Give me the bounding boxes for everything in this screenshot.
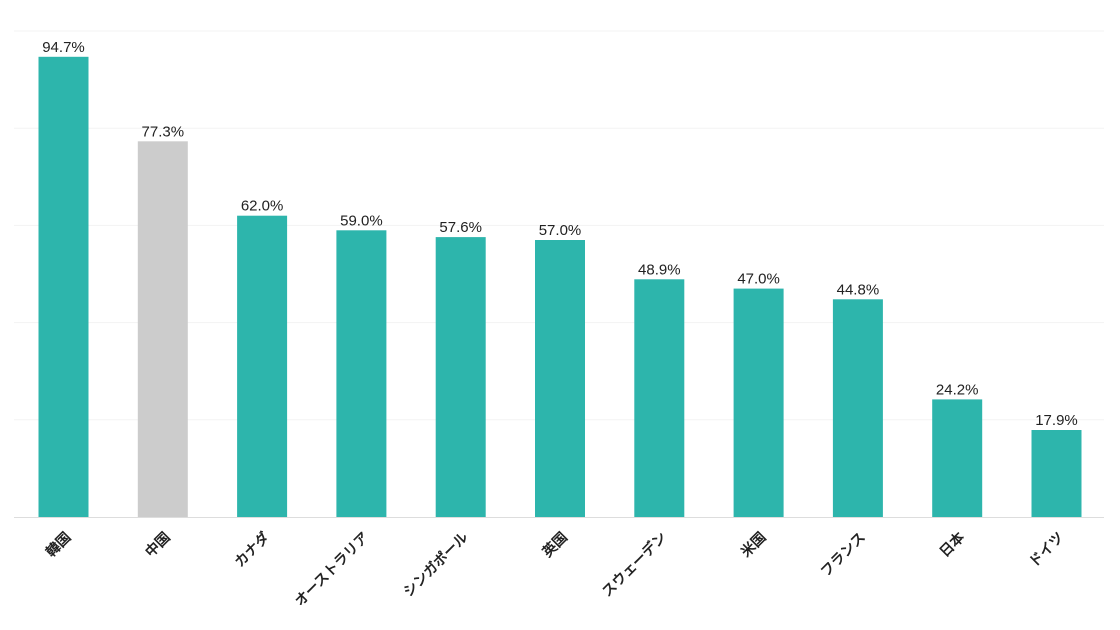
data-label-5: 57.0% bbox=[539, 222, 582, 239]
bar-2 bbox=[237, 215, 288, 517]
data-label-3: 59.0% bbox=[340, 212, 383, 229]
x-tick-label-7: 米国 bbox=[738, 529, 770, 561]
data-label-8: 44.8% bbox=[837, 281, 880, 298]
data-label-2: 62.0% bbox=[241, 198, 284, 215]
bar-0 bbox=[38, 56, 89, 518]
bar-10 bbox=[1031, 430, 1082, 517]
x-tick-label-3: オーストラリア bbox=[292, 530, 372, 610]
data-labels: 94.7% 77.3% 62.0% 59.0% 57.6% 57.0% 48.9% 47.0%… bbox=[42, 39, 1078, 429]
x-axis-tick-labels: 韓国 中国 カナダ オーストラリア シンガポール 英国 スウェーデン 米国 フランス 日本 ドイツ bbox=[43, 528, 1068, 610]
x-tick-label-8: フランス bbox=[818, 530, 869, 581]
bar-7 bbox=[733, 288, 784, 517]
bars bbox=[38, 56, 1082, 518]
gridlines bbox=[14, 30, 1104, 421]
data-label-6: 48.9% bbox=[638, 261, 681, 278]
data-label-1: 77.3% bbox=[142, 123, 185, 140]
x-tick-label-4: シンガポール bbox=[400, 529, 471, 600]
bar-5 bbox=[535, 240, 585, 517]
bar-8 bbox=[832, 299, 883, 517]
x-tick-label-6: スウェーデン bbox=[599, 529, 670, 600]
bar-4 bbox=[435, 237, 486, 517]
x-tick-label-2: カナダ bbox=[231, 529, 273, 571]
bar-6 bbox=[634, 279, 685, 517]
data-label-10: 17.9% bbox=[1035, 412, 1078, 429]
x-tick-label-9: 日本 bbox=[936, 528, 969, 561]
x-tick-label-1: 中国 bbox=[142, 529, 174, 561]
x-tick-label-0: 韓国 bbox=[43, 529, 75, 561]
bar-1 bbox=[137, 141, 188, 518]
data-label-9: 24.2% bbox=[936, 381, 979, 398]
data-label-7: 47.0% bbox=[737, 271, 780, 288]
data-label-4: 57.6% bbox=[439, 219, 482, 236]
bar-9 bbox=[932, 399, 983, 517]
x-tick-label-5: 英国 bbox=[538, 529, 571, 562]
x-tick-label-10: ドイツ bbox=[1026, 530, 1067, 571]
data-label-0: 94.7% bbox=[42, 39, 85, 56]
bar-3 bbox=[336, 230, 387, 518]
